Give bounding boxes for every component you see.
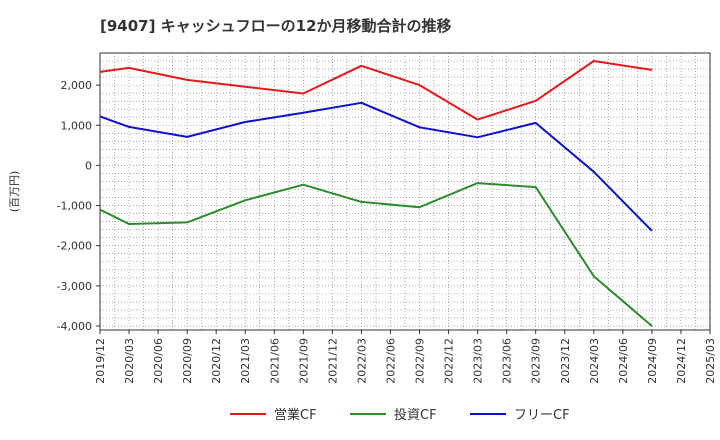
x-tick-label: 2022/12	[443, 338, 456, 384]
x-tick-label: 2022/09	[414, 338, 427, 384]
x-tick-label: 2020/03	[123, 338, 136, 384]
y-tick-label: -3,000	[57, 280, 92, 293]
x-tick-label: 2023/12	[559, 338, 572, 384]
x-tick-label: 2024/03	[588, 338, 601, 384]
y-tick-label: 0	[85, 159, 92, 172]
x-tick-label: 2022/03	[355, 338, 368, 384]
x-tick-label: 2023/03	[472, 338, 485, 384]
series-lines	[99, 60, 653, 327]
x-tick-label: 2023/06	[501, 338, 514, 384]
x-tick-label: 2020/06	[152, 338, 165, 384]
y-tick-label: 1,000	[61, 119, 93, 132]
y-tick-label: -4,000	[57, 320, 92, 333]
x-tick-label: 2021/06	[268, 338, 281, 384]
y-axis-label: (百万円)	[8, 171, 21, 213]
x-tick-label: 2021/12	[326, 338, 339, 384]
x-tick-label: 2025/03	[704, 338, 717, 384]
y-tick-label: -1,000	[57, 200, 92, 213]
chart-title: [9407] キャッシュフローの12か月移動合計の推移	[100, 17, 452, 35]
x-tick-label: 2021/09	[297, 338, 310, 384]
plot-frame	[99, 52, 711, 331]
x-tick-label: 2020/12	[210, 338, 223, 384]
grid-lines	[99, 53, 711, 330]
x-axis-ticks: 2019/12 2020/03 2020/06 2020/09 2020/12 2021/…	[94, 330, 717, 384]
x-tick-label: 2021/03	[239, 338, 252, 384]
legend-label: フリーCF	[514, 408, 570, 423]
y-axis-ticks: 2,000 1,000 0 -1,000 -2,000 -3,000 -4,000	[57, 79, 100, 333]
y-tick-label: -2,000	[57, 240, 92, 253]
y-tick-label: 2,000	[61, 79, 93, 92]
x-tick-label: 2022/06	[384, 338, 397, 384]
series-line-1	[99, 182, 653, 327]
x-tick-label: 2019/12	[94, 338, 107, 384]
x-tick-label: 2024/12	[675, 338, 688, 384]
x-tick-label: 2024/06	[617, 338, 630, 384]
x-tick-label: 2024/09	[646, 338, 659, 384]
x-tick-label: 2020/09	[181, 338, 194, 384]
series-line-2	[99, 101, 653, 232]
x-tick-label: 2023/09	[530, 338, 543, 384]
legend-label: 投資CF	[394, 407, 437, 423]
legend-label: 営業CF	[274, 407, 317, 423]
series-line-0	[99, 60, 653, 121]
legend: 営業CF 投資CF フリーCF	[230, 407, 570, 423]
